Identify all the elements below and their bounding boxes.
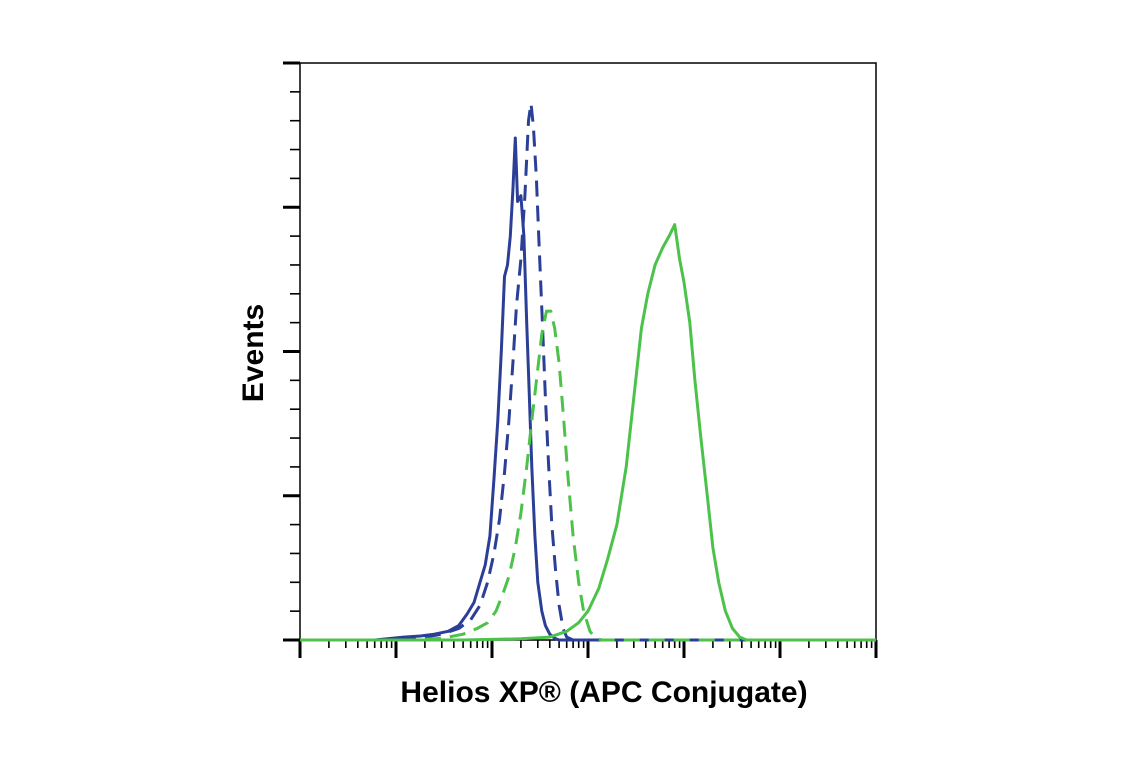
series-line-2-dashed: [300, 101, 876, 642]
series-line-1-solid: [300, 136, 876, 642]
series-line-4-solid: [300, 223, 876, 642]
y-axis-title: Events: [237, 304, 270, 402]
x-axis-title: Helios XP® (APC Conjugate): [400, 676, 807, 709]
y-axis-ticks: [283, 61, 300, 642]
plot-frame: [299, 62, 877, 641]
series-line-3-dashed: [300, 309, 876, 642]
x-axis-ticks: [298, 640, 878, 658]
series-layer: [300, 101, 876, 642]
